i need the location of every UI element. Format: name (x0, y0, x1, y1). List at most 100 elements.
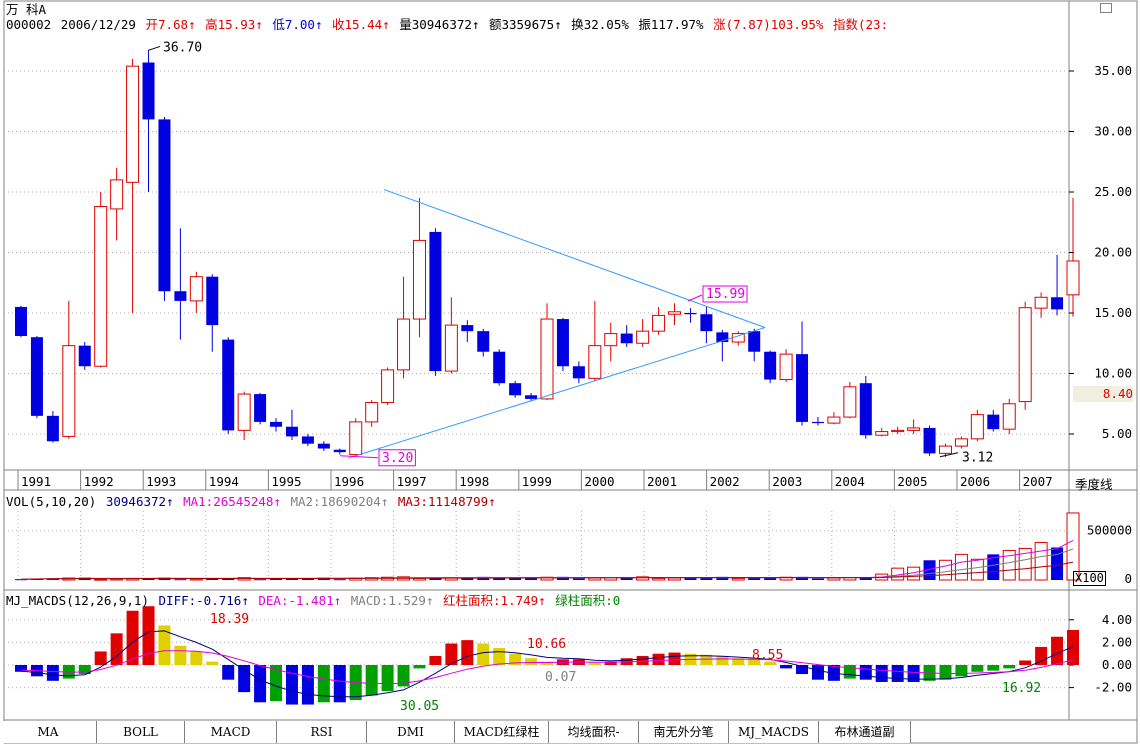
price-annotation: 3.20 (339, 449, 416, 467)
candle-body (285, 426, 298, 437)
vol-title: VOL(5,10,20) (6, 494, 97, 509)
macd-bar (190, 651, 203, 665)
tab-macd-redgreen[interactable]: MACD红绿柱 (455, 721, 549, 743)
tab-macd[interactable]: MACD (185, 721, 277, 743)
candle (30, 335, 43, 419)
candle (796, 321, 809, 426)
year-label: 1999 (522, 474, 552, 489)
tab-ma-area[interactable]: 均线面积- (549, 721, 639, 743)
candle (509, 380, 522, 398)
vol-bar (1018, 547, 1032, 581)
candle (1034, 292, 1048, 318)
macd-bar (46, 665, 59, 681)
candle (684, 308, 697, 323)
macd-bar (413, 665, 426, 669)
vol-bar (222, 578, 235, 580)
candle-body (525, 395, 538, 399)
stock-name: 万 科A (6, 2, 47, 17)
vol-bar (970, 558, 984, 581)
tab-dmi[interactable]: DMI (367, 721, 455, 743)
tab-mj-macds[interactable]: MJ_MACDS (729, 721, 819, 743)
macd-bar (875, 665, 888, 682)
vol-bar (1066, 512, 1080, 581)
vol-bar (652, 577, 666, 581)
candle-body (94, 206, 108, 367)
vol-bar (254, 579, 267, 581)
candle (78, 342, 91, 370)
candle (285, 409, 298, 441)
year-label: 2004 (835, 474, 865, 489)
tab-rsi[interactable]: RSI (277, 721, 367, 743)
candle (94, 192, 108, 368)
candle (588, 300, 602, 381)
macd-bar (158, 625, 171, 665)
vol-bar (270, 578, 283, 580)
vol-bar (954, 553, 968, 581)
macd-bar (206, 661, 219, 665)
annotation-label: 36.70 (163, 40, 202, 55)
candle-body (843, 386, 857, 418)
tab-boll-channel[interactable]: 布林通道副 (819, 721, 911, 743)
candle (764, 350, 777, 384)
open-price: 开7.68↑ (145, 17, 196, 32)
macd-tick-label: -2.00 (1094, 680, 1132, 695)
turnover-value: 换32.05% (571, 17, 629, 32)
candle (381, 367, 395, 405)
macd-bar (668, 652, 681, 665)
tab-boll[interactable]: BOLL (97, 721, 185, 743)
candle-body (891, 429, 905, 433)
candle (875, 427, 889, 437)
candle-body (556, 319, 569, 367)
candle-body (412, 239, 426, 320)
vol-bar (987, 554, 1000, 580)
candle-body (397, 318, 411, 371)
candle (748, 328, 761, 362)
tab-ma[interactable]: MA (0, 721, 97, 743)
panel-toggle-icon[interactable] (1100, 3, 1112, 13)
vol-bar (1034, 542, 1048, 581)
macd-bar (509, 653, 522, 665)
vol-bar (94, 578, 108, 581)
vol-bar (684, 577, 697, 580)
quote-date: 2006/12/29 (60, 17, 136, 32)
amount-value: 额3359675↑ (488, 17, 562, 32)
annotation-leader (147, 45, 161, 51)
candle-body (811, 421, 824, 424)
vol-ma3-line (20, 561, 1074, 580)
macd-bar (971, 665, 984, 672)
candle-body (254, 394, 267, 422)
candle-body (15, 306, 27, 336)
candle (1066, 198, 1080, 317)
macd-bar (429, 655, 442, 665)
candle (1018, 301, 1032, 410)
period-label[interactable]: 季度线 (1075, 477, 1113, 492)
price-tick-label: 10.00 (1094, 366, 1132, 381)
candle (556, 317, 569, 372)
candle-body (301, 436, 314, 444)
candle (970, 409, 984, 442)
vol-bar (827, 577, 841, 581)
amplitude-value: 振117.97% (638, 17, 704, 32)
annotation-label: 3.20 (382, 451, 413, 466)
macd-bar (652, 653, 665, 665)
year-label: 2002 (710, 474, 740, 489)
vol-bar (764, 577, 777, 580)
change-value: 涨(7.87)103.95% (713, 17, 824, 32)
tab-fenbi[interactable]: 南无外分笔 (639, 721, 729, 743)
candle-body (588, 345, 602, 379)
macd-green-area: 绿柱面积:0 (555, 593, 621, 608)
candle-body (954, 438, 968, 447)
macd-dea-line (20, 650, 1074, 685)
window-border (3, 0, 1138, 744)
annotation-box (378, 449, 416, 467)
vol-bar (556, 576, 569, 580)
candle (540, 303, 554, 401)
candle-body (1034, 296, 1048, 309)
candle-body (429, 231, 442, 372)
vol-bar (1051, 547, 1064, 580)
candle (923, 425, 936, 456)
price-tick-label: 30.00 (1094, 124, 1132, 139)
candle (954, 436, 968, 449)
candle-body (237, 393, 251, 431)
